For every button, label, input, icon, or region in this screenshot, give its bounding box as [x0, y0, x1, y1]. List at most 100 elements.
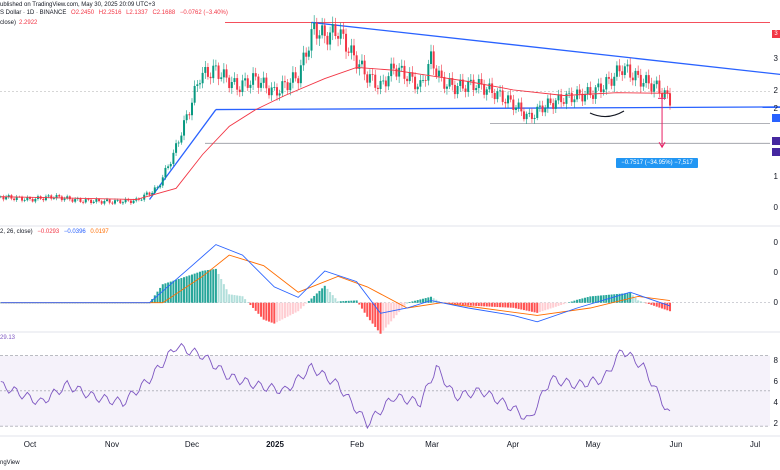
macd-hist-bar — [522, 302, 525, 311]
candle-body — [650, 83, 653, 92]
ohlc-change: −0.0762 (−3.40%) — [179, 10, 228, 16]
macd-hist-bar — [594, 295, 597, 303]
candle-body — [581, 93, 584, 102]
macd-hist-bar — [222, 284, 225, 303]
candle-body — [58, 195, 61, 197]
candle-body — [573, 99, 576, 103]
candle-body — [82, 201, 85, 203]
candle-body — [74, 199, 77, 202]
macd-hist-bar — [347, 300, 350, 303]
macd-hist-bar — [302, 302, 305, 307]
candle-body — [257, 76, 260, 88]
candle-body — [108, 199, 111, 203]
price-tag-support — [772, 114, 780, 122]
macd-hist-bar — [159, 287, 162, 303]
candle-body — [485, 89, 488, 95]
candle-body — [374, 74, 377, 88]
macd-hist-bar — [499, 302, 502, 308]
candle-body — [252, 73, 255, 85]
y-label-price-2b: 2 — [773, 104, 778, 113]
candle-body — [384, 80, 387, 87]
macd-hist-bar — [345, 300, 348, 303]
candle-body — [653, 84, 656, 92]
candle-body — [329, 32, 332, 45]
candle-body — [228, 77, 231, 89]
candle-body — [159, 185, 162, 188]
candle-body — [161, 177, 164, 186]
macd-hist-bar — [661, 302, 664, 309]
candle-body — [552, 103, 555, 109]
candle-body — [275, 87, 278, 96]
candle-body — [456, 85, 459, 95]
candle-body — [241, 80, 244, 93]
macd-hist-bar — [268, 302, 271, 322]
macd-hist-bar — [618, 293, 621, 303]
macd-hist-bar — [408, 302, 411, 303]
candle-body — [318, 35, 321, 39]
macd-hist-bar — [504, 302, 507, 308]
macd-hist-bar — [493, 302, 496, 307]
macd-hist-bar — [427, 297, 430, 303]
candle-body — [507, 95, 510, 104]
candle-body — [514, 107, 517, 110]
candle-body — [305, 52, 308, 57]
candle-body — [451, 77, 454, 85]
macd-hist-bar — [451, 302, 454, 304]
macd-hist-bar — [198, 271, 201, 303]
macd-hist-bar — [177, 278, 180, 303]
trendline-rise — [148, 109, 217, 200]
macd-hist-bar — [639, 301, 642, 303]
candle-body — [5, 196, 8, 200]
candle-body — [408, 72, 411, 82]
candle-body — [92, 201, 95, 204]
macd-hist-bar — [467, 302, 470, 306]
candle-body — [488, 83, 491, 90]
candle-body — [140, 199, 143, 201]
price-tag-level-1 — [772, 137, 780, 145]
macd-hist-bar — [257, 302, 260, 314]
candle-body — [499, 90, 502, 92]
macd-hist-bar — [456, 302, 459, 305]
macd-hist-bar — [483, 302, 486, 307]
candle-body — [106, 199, 109, 202]
candle-body — [509, 95, 512, 100]
candle-body — [193, 85, 196, 103]
candle-body — [153, 187, 156, 193]
candle-body — [443, 76, 446, 89]
candle-body — [206, 66, 209, 77]
y-label-price-0: 0 — [773, 203, 778, 212]
candle-body — [406, 78, 409, 82]
macd-hist-bar — [172, 280, 175, 303]
x-label-oct: Oct — [23, 440, 37, 449]
candle-body — [31, 198, 34, 202]
macd-hist-bar — [164, 283, 167, 303]
candle-body — [47, 195, 50, 197]
candle-body — [379, 80, 382, 90]
macd-hist-bar — [390, 302, 393, 322]
candle-body — [570, 92, 573, 103]
macd-hist-bar — [448, 302, 451, 304]
macd-hist-bar — [533, 302, 536, 313]
candle-body — [480, 79, 483, 85]
y-label-macd-b: 0 — [773, 268, 778, 277]
macd-hist-bar — [560, 302, 563, 306]
measure-label: −0.7517 (−34.95%) −7,517 — [616, 158, 698, 168]
candle-body — [246, 78, 249, 88]
macd-hist-bar — [541, 302, 544, 312]
candle-body — [592, 95, 595, 99]
candle-body — [629, 64, 632, 78]
candle-body — [368, 74, 371, 83]
macd-hist-bar — [536, 302, 539, 313]
macd-hist-bar — [175, 279, 178, 303]
candle-body — [419, 80, 422, 87]
candle-body — [111, 202, 114, 204]
candle-body — [448, 77, 451, 87]
macd-hist-bar — [363, 302, 366, 313]
macd-hist-bar — [321, 288, 324, 303]
macd-hist-bar — [517, 302, 520, 309]
candle-body — [55, 195, 58, 199]
y-label-rsi-60: 6 — [773, 377, 778, 386]
candle-body — [422, 80, 425, 81]
candle-body — [661, 92, 664, 98]
